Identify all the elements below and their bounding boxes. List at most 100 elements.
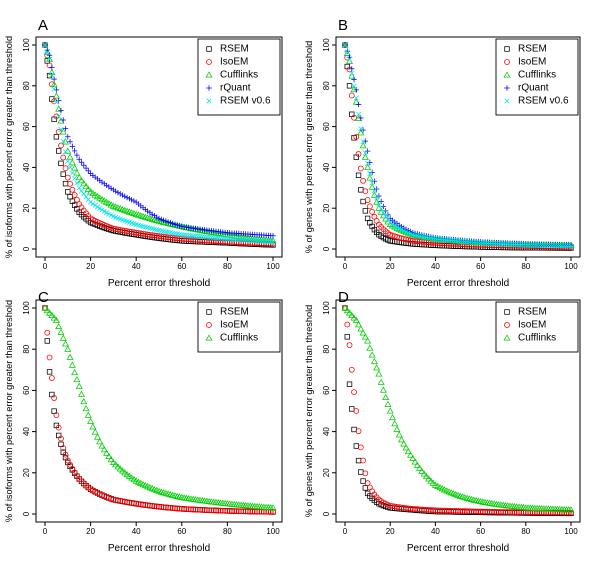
data-point bbox=[441, 237, 448, 243]
data-point bbox=[357, 165, 364, 172]
data-point bbox=[77, 390, 86, 397]
data-point bbox=[65, 189, 71, 195]
data-point bbox=[179, 232, 185, 238]
data-point bbox=[400, 504, 407, 511]
data-point bbox=[112, 461, 120, 468]
data-point bbox=[188, 236, 194, 243]
data-point bbox=[103, 449, 111, 456]
data-point bbox=[373, 218, 380, 224]
data-point bbox=[224, 508, 231, 514]
data-point bbox=[41, 304, 49, 311]
data-point bbox=[478, 240, 484, 246]
data-point bbox=[249, 238, 256, 244]
y-tick-label: 20 bbox=[322, 203, 331, 212]
data-point bbox=[559, 243, 565, 249]
data-point bbox=[172, 505, 178, 512]
data-point bbox=[351, 389, 357, 396]
data-point bbox=[357, 325, 365, 332]
y-axis: 0 20 40 60 80 100 bbox=[322, 38, 336, 251]
data-point bbox=[135, 501, 142, 507]
data-point bbox=[190, 506, 197, 513]
data-point bbox=[181, 506, 187, 512]
data-point bbox=[80, 180, 88, 187]
x-tick-label: 80 bbox=[521, 527, 530, 536]
data-point bbox=[418, 467, 426, 474]
data-point bbox=[186, 232, 192, 238]
data-point bbox=[414, 506, 421, 513]
data-point bbox=[224, 238, 231, 245]
data-point bbox=[362, 188, 369, 195]
data-point bbox=[49, 64, 55, 71]
data-point bbox=[62, 165, 69, 172]
data-point bbox=[502, 241, 509, 247]
data-point bbox=[99, 207, 105, 213]
data-point bbox=[539, 242, 545, 248]
data-point bbox=[210, 238, 217, 244]
data-point bbox=[107, 455, 115, 463]
data-point bbox=[443, 507, 450, 514]
y-tick-label: 40 bbox=[22, 427, 31, 436]
data-point bbox=[493, 241, 499, 247]
x-tick-label: 80 bbox=[223, 527, 232, 536]
data-point bbox=[67, 164, 73, 170]
data-point bbox=[53, 412, 60, 418]
panel-d: D 0 20 40 60 80 100 Percent error threshold 0 20 4… bbox=[304, 289, 581, 554]
data-point bbox=[52, 316, 60, 323]
legend: RSEM IsoEM Cufflinks rQuant RSEM v0.6 bbox=[197, 38, 281, 116]
data-point bbox=[452, 508, 459, 514]
data-point bbox=[421, 506, 427, 513]
data-point bbox=[236, 237, 242, 243]
data-point bbox=[348, 311, 356, 319]
data-point bbox=[425, 507, 432, 513]
data-point bbox=[44, 329, 51, 336]
data-point bbox=[75, 173, 83, 181]
data-point bbox=[65, 134, 71, 140]
data-point bbox=[217, 238, 224, 245]
data-point bbox=[548, 242, 554, 249]
data-point bbox=[360, 127, 366, 133]
series-rsem-v0-6 bbox=[42, 42, 276, 245]
data-point bbox=[74, 180, 80, 186]
data-point bbox=[165, 219, 171, 225]
data-point bbox=[233, 236, 240, 243]
data-point bbox=[110, 187, 117, 193]
data-point bbox=[217, 235, 224, 241]
data-point bbox=[350, 314, 358, 321]
data-point bbox=[397, 436, 406, 443]
data-point bbox=[249, 508, 256, 515]
data-point bbox=[101, 208, 107, 214]
x-tick-label: 40 bbox=[431, 262, 440, 271]
data-point bbox=[350, 85, 358, 93]
data-point bbox=[206, 237, 213, 244]
data-point bbox=[475, 508, 482, 515]
data-point bbox=[396, 504, 403, 511]
data-point bbox=[487, 240, 493, 246]
data-point bbox=[73, 375, 81, 383]
data-point bbox=[414, 238, 421, 245]
data-point bbox=[131, 198, 137, 204]
data-point bbox=[425, 475, 433, 482]
data-point bbox=[53, 99, 59, 105]
data-point bbox=[473, 239, 479, 246]
series-rsem-v0-6 bbox=[342, 42, 574, 249]
data-point bbox=[403, 505, 409, 511]
data-point bbox=[124, 194, 130, 201]
data-point bbox=[346, 342, 353, 348]
legend-marker bbox=[504, 59, 510, 65]
data-point bbox=[464, 239, 470, 245]
data-point bbox=[156, 503, 162, 510]
data-point bbox=[468, 508, 475, 515]
data-point bbox=[44, 58, 50, 64]
data-point bbox=[364, 197, 371, 203]
data-point bbox=[362, 208, 369, 214]
data-point bbox=[367, 171, 373, 177]
data-point bbox=[82, 404, 90, 412]
x-tick-label: 60 bbox=[476, 527, 485, 536]
panel-letter: A bbox=[38, 17, 48, 34]
y-tick-label: 60 bbox=[22, 385, 31, 394]
data-point bbox=[192, 236, 199, 243]
data-point bbox=[199, 507, 206, 513]
data-point bbox=[471, 239, 477, 245]
data-point bbox=[158, 233, 165, 240]
